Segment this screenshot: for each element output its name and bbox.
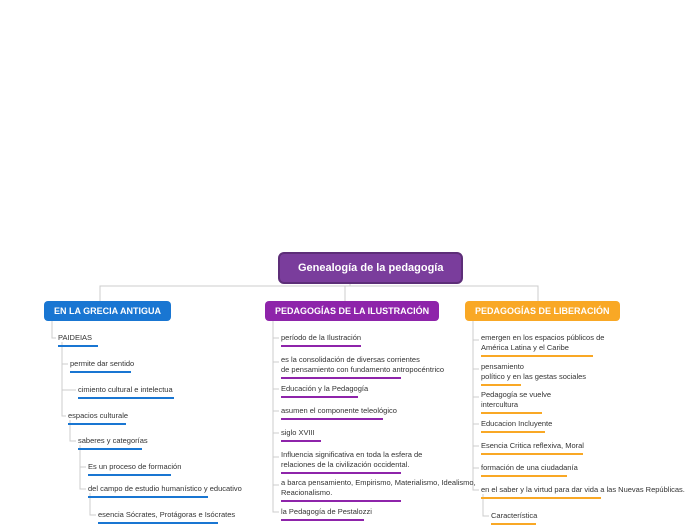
leaf-ilustracion-7[interactable]: la Pedagogía de Pestalozzi	[281, 507, 372, 523]
leaf-liberacion-3[interactable]: Educacion Incluyente	[481, 419, 552, 435]
root-label: Genealogía de la pedagogía	[298, 262, 443, 274]
leaf-grecia-3[interactable]: espacios culturale	[68, 411, 128, 427]
leaf-grecia-5[interactable]: Es un proceso de formación	[88, 462, 181, 478]
leaf-liberacion-4[interactable]: Esencia Critica reflexiva, Moral	[481, 441, 584, 457]
leaf-grecia-7[interactable]: esencia Sócrates, Protágoras e Isócrates	[98, 510, 235, 526]
leaf-liberacion-1[interactable]: pensamientopolítico y en las gestas soci…	[481, 362, 586, 388]
leaf-liberacion-7[interactable]: Característica	[491, 511, 537, 527]
leaf-grecia-6[interactable]: del campo de estudio humanístico y educa…	[88, 484, 242, 500]
leaf-ilustracion-2[interactable]: Educación y la Pedagogía	[281, 384, 368, 400]
leaf-ilustracion-1[interactable]: es la consolidación de diversas corrient…	[281, 355, 444, 381]
leaf-ilustracion-0[interactable]: período de la Ilustración	[281, 333, 361, 349]
leaf-grecia-0[interactable]: PAIDEIAS	[58, 333, 98, 349]
branch-grecia[interactable]: EN LA GRECIA ANTIGUA	[44, 301, 171, 321]
leaf-liberacion-6[interactable]: en el saber y la virtud para dar vida a …	[481, 485, 685, 501]
leaf-liberacion-2[interactable]: Pedagogía se vuelveintercultura	[481, 390, 551, 416]
leaf-grecia-1[interactable]: permite dar sentido	[70, 359, 134, 375]
leaf-ilustracion-4[interactable]: siglo XVIII	[281, 428, 321, 444]
branch-liberacion[interactable]: PEDAGOGÍAS DE LIBERACIÓN	[465, 301, 620, 321]
leaf-liberacion-5[interactable]: formación de una ciudadanía	[481, 463, 578, 479]
leaf-grecia-4[interactable]: saberes y categorías	[78, 436, 148, 452]
leaf-liberacion-0[interactable]: emergen en los espacios públicos deAméri…	[481, 333, 604, 359]
branch-ilustracion[interactable]: PEDAGOGÍAS DE LA ILUSTRACIÓN	[265, 301, 439, 321]
leaf-ilustracion-3[interactable]: asumen el componente teleológico	[281, 406, 397, 422]
root-node[interactable]: Genealogía de la pedagogía	[278, 252, 463, 284]
leaf-ilustracion-6[interactable]: a barca pensamiento, Empirismo, Material…	[281, 478, 476, 504]
leaf-grecia-2[interactable]: cimiento cultural e intelectua	[78, 385, 174, 401]
leaf-ilustracion-5[interactable]: Influencia significativa en toda la esfe…	[281, 450, 422, 476]
